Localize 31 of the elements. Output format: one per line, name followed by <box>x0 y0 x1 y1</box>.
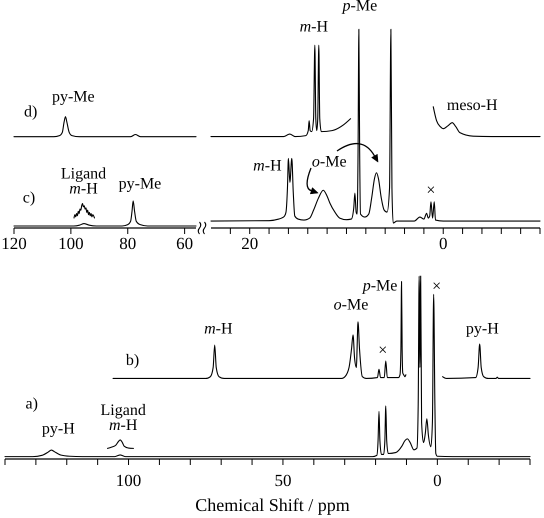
x-tick-label: 100 <box>58 234 84 253</box>
x-tick-label: 100 <box>116 471 142 490</box>
annotation: × <box>378 342 388 360</box>
annotation: b) <box>126 352 140 369</box>
x-tick-label: 120 <box>1 234 27 253</box>
x-tick-label: 50 <box>274 471 292 490</box>
annotation: m-H <box>300 18 328 36</box>
annotation: py-H <box>42 420 76 438</box>
annotation: × <box>426 182 436 200</box>
annotation: meso-H <box>446 96 498 114</box>
x-tick-label: 20 <box>241 234 258 253</box>
x-tick-label: 0 <box>433 471 442 490</box>
annotation: c) <box>22 190 36 207</box>
annotation: py-Me <box>52 88 95 106</box>
annotation: m-H <box>204 320 233 338</box>
annotation: a) <box>25 395 38 412</box>
x-tick-label: 80 <box>119 234 136 253</box>
annotation: py-Me <box>118 175 162 192</box>
x-tick-label: 60 <box>176 234 194 253</box>
annotation: p-Me <box>362 277 398 294</box>
annotation: Ligand m-H <box>60 166 106 198</box>
annotation: o-Me <box>334 296 368 314</box>
annotation: × <box>432 278 442 295</box>
annotation: m-H <box>253 157 282 174</box>
annotation: py-H <box>466 320 500 338</box>
x-axis-title: Chemical Shift / ppm <box>195 495 350 515</box>
annotation: p-Me <box>342 0 378 14</box>
annotation: Ligand m-H <box>100 402 146 434</box>
x-tick-label: 0 <box>438 234 448 253</box>
annotation: o-Me <box>312 154 347 171</box>
annotation: d) <box>24 104 38 121</box>
